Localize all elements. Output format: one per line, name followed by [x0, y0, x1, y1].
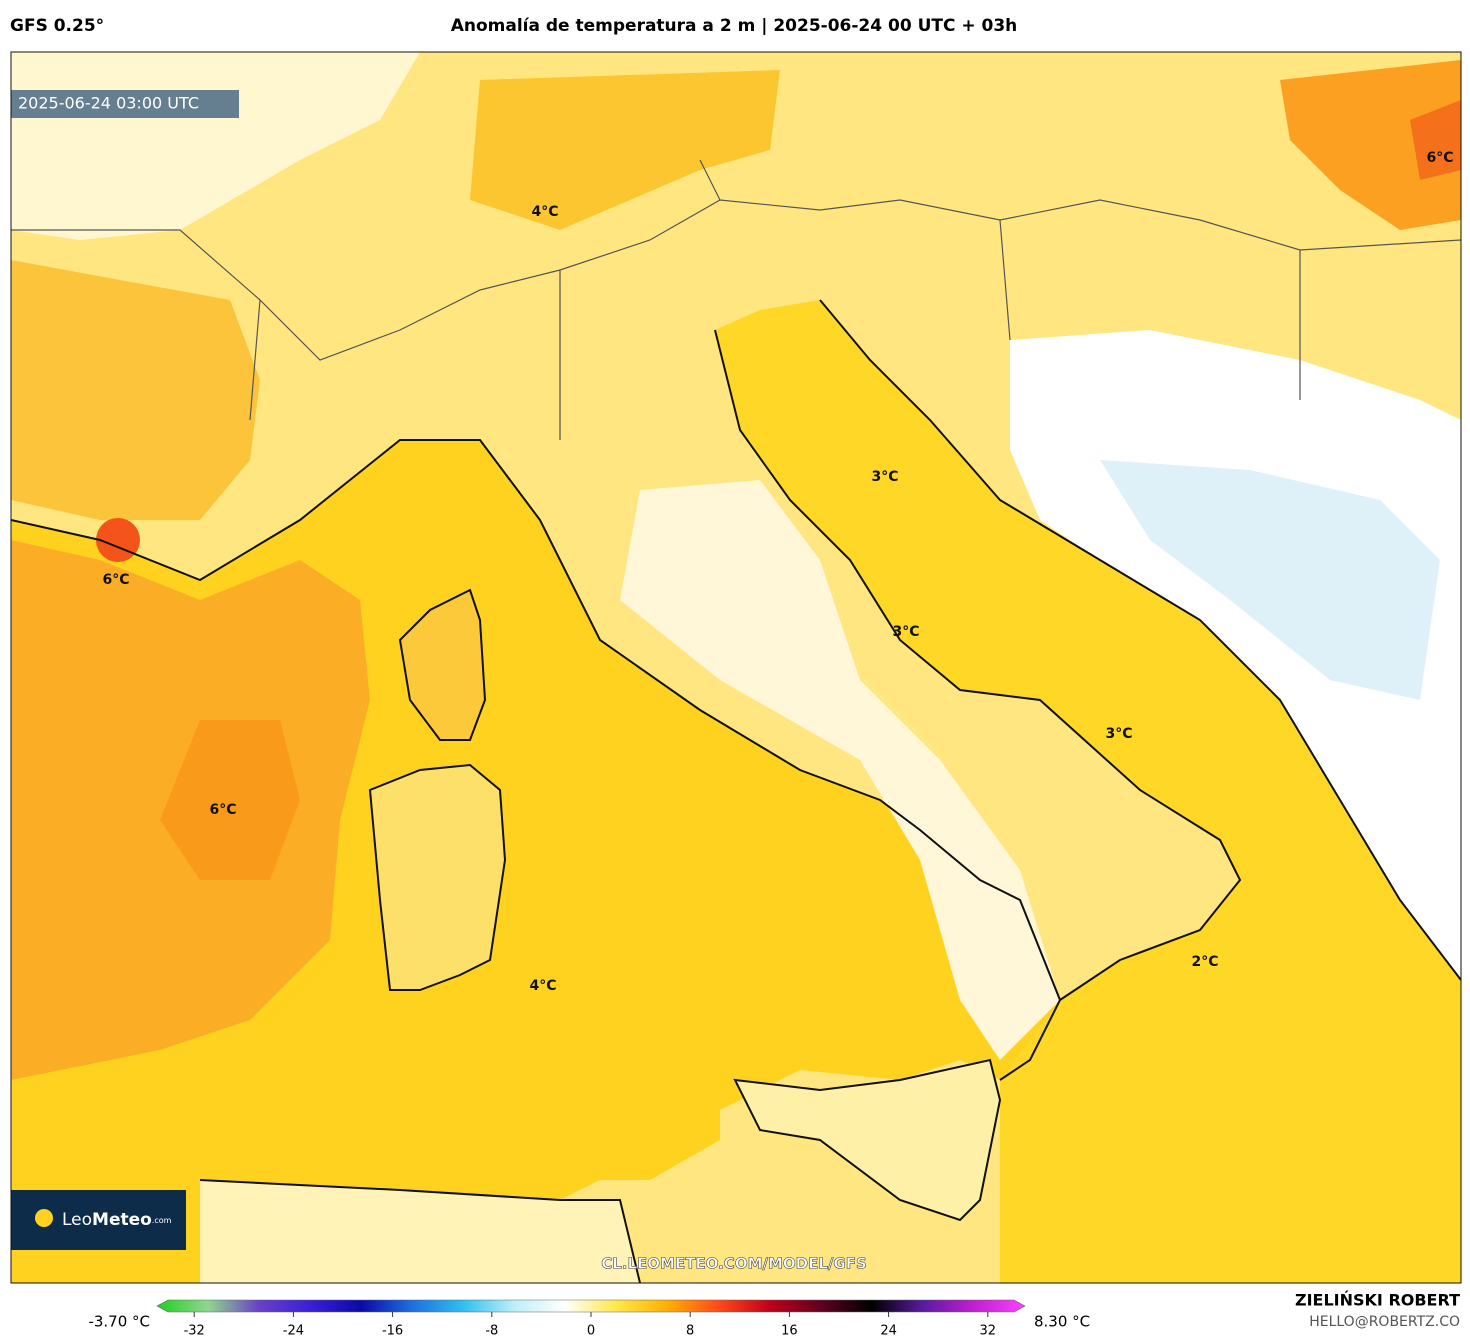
light-area [620, 480, 1060, 1060]
warm-area [11, 260, 260, 520]
map-frame [10, 51, 1462, 1284]
email: HELLO@ROBERTZ.CO [1309, 1314, 1460, 1330]
logo-suffix: .com [152, 1216, 172, 1225]
time-box [11, 90, 239, 118]
watermark: CL.LEOMETEO.COM/MODEL/GFS [601, 1255, 867, 1273]
contour-label: 3°C [892, 624, 919, 640]
africa [200, 1180, 640, 1283]
colorbar-tick-label: -24 [283, 1324, 304, 1339]
colorbar-tick-label: 32 [980, 1324, 997, 1339]
warm-sea [160, 720, 300, 880]
colorbar-tick-label: 16 [781, 1324, 798, 1339]
contour-label: 6°C [209, 802, 236, 818]
colorbar-tick-label: -32 [184, 1324, 205, 1339]
map: 2025-06-24 03:00 UTC 4°C 6°C 6°C 6°C 3°C 3°C 3… [11, 52, 1461, 1283]
logo-sun [35, 1209, 53, 1227]
contour-label: 3°C [1105, 726, 1132, 742]
cool-area [1100, 460, 1440, 700]
colorbar-ticks: -32 -24 -16 -8 0 8 16 24 32 [184, 1312, 996, 1339]
island [370, 765, 505, 990]
colorbar-tick-label: -8 [485, 1324, 498, 1339]
colorbar-tick-label: 8 [686, 1324, 694, 1339]
contour-label: 4°C [531, 204, 558, 220]
colorbar-tick-label: 0 [587, 1324, 595, 1339]
author: ZIELIŃSKI ROBERT [1295, 1291, 1460, 1310]
map-title: Anomalía de temperatura a 2 m | 2025-06-… [451, 16, 1018, 36]
colorbar-tick-label: 24 [880, 1324, 897, 1339]
map-labels: 4°C 6°C 6°C 6°C 3°C 3°C 3°C 2°C 4°C [102, 150, 1453, 994]
coastline [199, 1179, 641, 1283]
warm-area [1280, 60, 1461, 230]
contour-label: 4°C [529, 978, 556, 994]
colorbar-tick-label: -16 [382, 1324, 403, 1339]
hot-spot [1410, 100, 1461, 180]
contour-label: 2°C [1191, 954, 1218, 970]
warm-area [470, 70, 780, 230]
contour-label: 6°C [102, 572, 129, 588]
colorbar [156, 1299, 1026, 1313]
logo-light: Leo [62, 1210, 92, 1230]
valid-time: 2025-06-24 03:00 UTC [18, 94, 199, 113]
logo-bold: Meteo [92, 1210, 152, 1230]
colorbar-min: -3.70 °C [88, 1313, 150, 1331]
coastline [819, 299, 1461, 981]
contour-label: 3°C [871, 469, 898, 485]
model-name: GFS 0.25° [10, 16, 104, 36]
coastline [368, 588, 1002, 1222]
island [400, 590, 485, 740]
border [11, 159, 1461, 440]
contour-label: 6°C [1426, 150, 1453, 166]
island [735, 1060, 1000, 1220]
coastline [714, 329, 1242, 1001]
logo-text: LeoMeteo.com [62, 1210, 172, 1230]
coastline [11, 439, 1062, 1081]
colorbar-max: 8.30 °C [1034, 1313, 1090, 1331]
sea [715, 300, 1461, 1283]
